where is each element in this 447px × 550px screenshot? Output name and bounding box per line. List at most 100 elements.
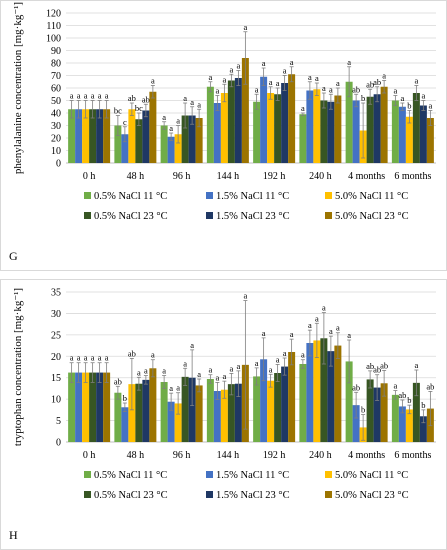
significance-letter: a [400, 93, 404, 103]
bar [412, 382, 420, 442]
significance-letter: ab [352, 84, 360, 94]
significance-letter: a [151, 76, 155, 86]
bar [128, 384, 136, 442]
legend-label: 1.5% NaCl 11 °C [216, 470, 289, 481]
significance-letter: a [98, 353, 102, 363]
bar [149, 368, 157, 442]
significance-letter: ab [142, 94, 150, 104]
significance-letter: a [336, 78, 340, 88]
bar [398, 106, 406, 163]
significance-letter: a [421, 91, 425, 101]
panel-label: H [9, 528, 18, 542]
bar [68, 109, 76, 163]
legend-label: 0.5% NaCl 23 °C [94, 211, 168, 222]
bar [75, 372, 83, 442]
x-tick-label: 192 h [263, 171, 286, 182]
significance-letter: a [243, 22, 247, 32]
bar [68, 372, 76, 442]
x-tick-label: 6 months [394, 450, 431, 461]
significance-letter: a [190, 97, 194, 107]
significance-letter: a [70, 91, 74, 101]
significance-letter: b [361, 405, 365, 415]
significance-letter: a [322, 303, 326, 313]
bar [412, 93, 420, 163]
legend-label: 0.5% NaCl 23 °C [94, 490, 168, 501]
significance-letter: a [269, 364, 273, 374]
bar [220, 389, 228, 442]
significance-letter: a [176, 383, 180, 393]
bar [96, 109, 104, 163]
bar [366, 379, 374, 442]
legend-label: 1.5% NaCl 23 °C [216, 490, 290, 501]
bar [391, 100, 399, 163]
bar [391, 394, 399, 442]
significance-letter: a [236, 361, 240, 371]
x-tick-label: 48 h [127, 171, 145, 182]
bar [260, 76, 268, 163]
x-tick-label: 144 h [217, 171, 240, 182]
bar [234, 383, 242, 442]
bar [320, 100, 328, 163]
bar [128, 109, 136, 163]
bar [352, 405, 360, 442]
legend-swatch [206, 192, 213, 199]
bar [174, 403, 182, 442]
bar [181, 376, 189, 442]
significance-letter: a [84, 353, 88, 363]
significance-letter: a [169, 383, 173, 393]
y-tick-label: 25 [51, 330, 61, 341]
significance-letter: a [329, 84, 333, 94]
x-tick-label: 6 months [394, 171, 431, 182]
bar [398, 406, 406, 442]
significance-letter: ab [366, 79, 374, 89]
bar [213, 391, 221, 442]
y-tick-label: 5 [56, 416, 61, 427]
bar [174, 134, 182, 163]
legend-label: 5.0% NaCl 11 °C [335, 191, 408, 202]
legend-swatch [84, 471, 91, 478]
significance-letter: ab [128, 93, 136, 103]
bar [405, 116, 413, 163]
y-tick-label: 80 [51, 59, 61, 70]
significance-letter: a [315, 73, 319, 83]
x-tick-label: 192 h [263, 450, 286, 461]
bar [288, 74, 296, 163]
significance-letter: a [137, 367, 141, 377]
bar [327, 101, 335, 163]
significance-letter: ab [128, 348, 136, 358]
y-tick-label: 10 [51, 146, 61, 157]
legend-swatch [206, 491, 213, 498]
significance-letter: a [347, 57, 351, 67]
significance-letter: a [276, 78, 280, 88]
bar [253, 376, 261, 442]
bar [181, 115, 189, 163]
bar [206, 379, 214, 442]
significance-letter: a [301, 103, 305, 113]
panel-label: G [9, 249, 18, 263]
chart-panel-g: 0 10 20 30 40 50 60 70 80 90 100 110 120 phenylalanin… [0, 0, 447, 271]
y-tick-label: 35 [51, 288, 61, 299]
bar [195, 385, 203, 442]
y-tick-label: 15 [51, 373, 61, 384]
significance-letter: a [269, 77, 273, 87]
bar [380, 383, 388, 442]
significance-letter: a [283, 66, 287, 76]
significance-letter: a [393, 86, 397, 96]
bar [267, 380, 275, 442]
y-tick-label: 30 [51, 121, 61, 132]
significance-letter: b [123, 393, 127, 403]
bar [142, 110, 150, 163]
significance-letter: a [255, 84, 259, 94]
y-tick-label: 0 [56, 159, 61, 170]
significance-letter: a [151, 350, 155, 360]
legend-label: 5.0% NaCl 23 °C [335, 211, 409, 222]
y-tick-label: 120 [46, 9, 61, 20]
legend-label: 5.0% NaCl 11 °C [335, 470, 408, 481]
legend-swatch [84, 192, 91, 199]
y-tick-label: 10 [51, 395, 61, 406]
bar [160, 382, 168, 442]
bar [327, 351, 335, 442]
bar [213, 103, 221, 163]
significance-letter: a [308, 320, 312, 330]
bar [299, 364, 307, 442]
